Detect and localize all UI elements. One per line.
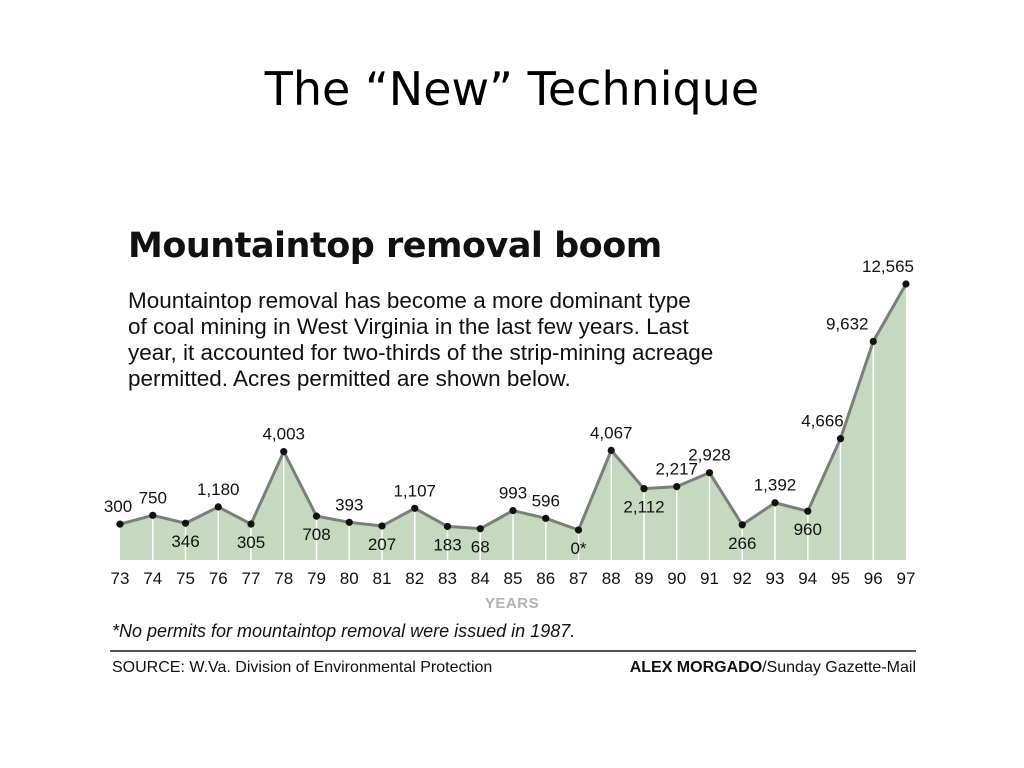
data-point xyxy=(542,514,550,522)
x-tick-label: 79 xyxy=(307,569,326,588)
x-tick-label: 80 xyxy=(340,569,359,588)
data-point xyxy=(378,522,386,530)
data-label: 266 xyxy=(728,534,756,553)
data-label: 305 xyxy=(237,533,265,552)
data-point xyxy=(280,448,288,456)
x-tick-label: 86 xyxy=(536,569,555,588)
x-tick-label: 77 xyxy=(242,569,261,588)
data-point xyxy=(574,526,583,534)
source-divider xyxy=(110,650,916,652)
data-label: 2,928 xyxy=(688,446,731,465)
data-point xyxy=(607,446,615,454)
x-tick-label: 95 xyxy=(831,569,850,588)
x-tick-label: 82 xyxy=(405,569,424,588)
x-tick-label: 76 xyxy=(209,569,228,588)
data-label: 393 xyxy=(335,495,363,514)
data-point xyxy=(640,485,648,493)
data-label: 750 xyxy=(139,488,167,507)
data-label: 1,180 xyxy=(197,480,240,499)
x-tick-label: 88 xyxy=(602,569,621,588)
data-point xyxy=(312,512,321,520)
x-tick-label: 85 xyxy=(504,569,523,588)
x-tick-label: 93 xyxy=(766,569,785,588)
data-label: 993 xyxy=(499,484,527,503)
data-label: 207 xyxy=(368,535,396,554)
x-tick-label: 91 xyxy=(700,569,719,588)
x-tick-label: 96 xyxy=(864,569,883,588)
data-label: 346 xyxy=(171,532,199,551)
x-tick-label: 81 xyxy=(373,569,392,588)
credit-name: ALEX MORGADO xyxy=(629,659,763,676)
x-tick-label: 84 xyxy=(471,569,490,588)
chart-footnote: *No permits for mountaintop removal were… xyxy=(112,621,576,641)
data-point xyxy=(902,280,910,288)
data-point xyxy=(771,499,779,507)
x-tick-label: 97 xyxy=(897,569,916,588)
data-point xyxy=(247,520,255,528)
data-point xyxy=(181,519,190,527)
x-tick-label: 90 xyxy=(667,569,686,588)
data-point xyxy=(411,504,419,512)
data-point xyxy=(804,507,812,515)
chart-subtitle: Mountaintop removal has become a more do… xyxy=(128,288,808,392)
data-label: 300 xyxy=(104,497,132,516)
data-point xyxy=(673,482,681,491)
data-label: 596 xyxy=(532,491,560,510)
credit-org: /Sunday Gazette-Mail xyxy=(762,659,916,676)
data-point xyxy=(869,337,877,346)
chart-credit: ALEX MORGADO/Sunday Gazette-Mail xyxy=(630,659,916,677)
x-tick-label: 73 xyxy=(111,569,130,588)
data-label: 960 xyxy=(794,520,822,539)
data-point xyxy=(116,520,124,528)
chart-title: Mountaintop removal boom xyxy=(128,226,662,266)
data-label: 12,565 xyxy=(862,257,914,276)
x-tick-label: 78 xyxy=(274,569,293,588)
data-point xyxy=(345,518,353,526)
data-point xyxy=(443,522,452,531)
subtitle-line: Mountaintop removal has become a more do… xyxy=(128,288,691,313)
data-point xyxy=(509,506,517,515)
data-label: 2,112 xyxy=(623,498,664,517)
subtitle-line: year, it accounted for two-thirds of the… xyxy=(128,340,714,365)
data-label: 1,392 xyxy=(754,476,797,495)
data-label: 4,666 xyxy=(801,412,844,431)
x-tick-label: 87 xyxy=(569,569,588,588)
data-label: 183 xyxy=(433,535,461,554)
x-tick-label: 92 xyxy=(733,569,752,588)
data-label: 0* xyxy=(570,539,586,558)
data-point xyxy=(214,503,222,511)
data-label: 4,003 xyxy=(262,425,305,444)
data-point xyxy=(705,469,714,477)
subtitle-line: of coal mining in West Virginia in the l… xyxy=(128,314,689,339)
data-label: 2,217 xyxy=(655,460,698,479)
data-point xyxy=(738,521,746,529)
x-tick-label: 75 xyxy=(176,569,195,588)
data-label: 9,632 xyxy=(826,314,869,333)
x-tick-label: 94 xyxy=(798,569,817,588)
data-label: 708 xyxy=(302,525,330,544)
x-tick-label: 74 xyxy=(143,569,162,588)
data-point xyxy=(836,435,845,443)
data-label: 4,067 xyxy=(590,423,633,442)
x-tick-label: 83 xyxy=(438,569,457,588)
x-tick-label: 89 xyxy=(635,569,654,588)
data-point xyxy=(476,525,484,533)
subtitle-line: permitted. Acres permitted are shown bel… xyxy=(128,366,571,391)
data-label: 1,107 xyxy=(393,481,436,500)
chart-source: SOURCE: W.Va. Division of Environmental … xyxy=(112,659,493,676)
x-axis-label: YEARS xyxy=(485,595,539,612)
data-label: 68 xyxy=(471,538,490,557)
slide-title: The “New” Technique xyxy=(264,62,760,116)
data-point xyxy=(149,511,157,519)
